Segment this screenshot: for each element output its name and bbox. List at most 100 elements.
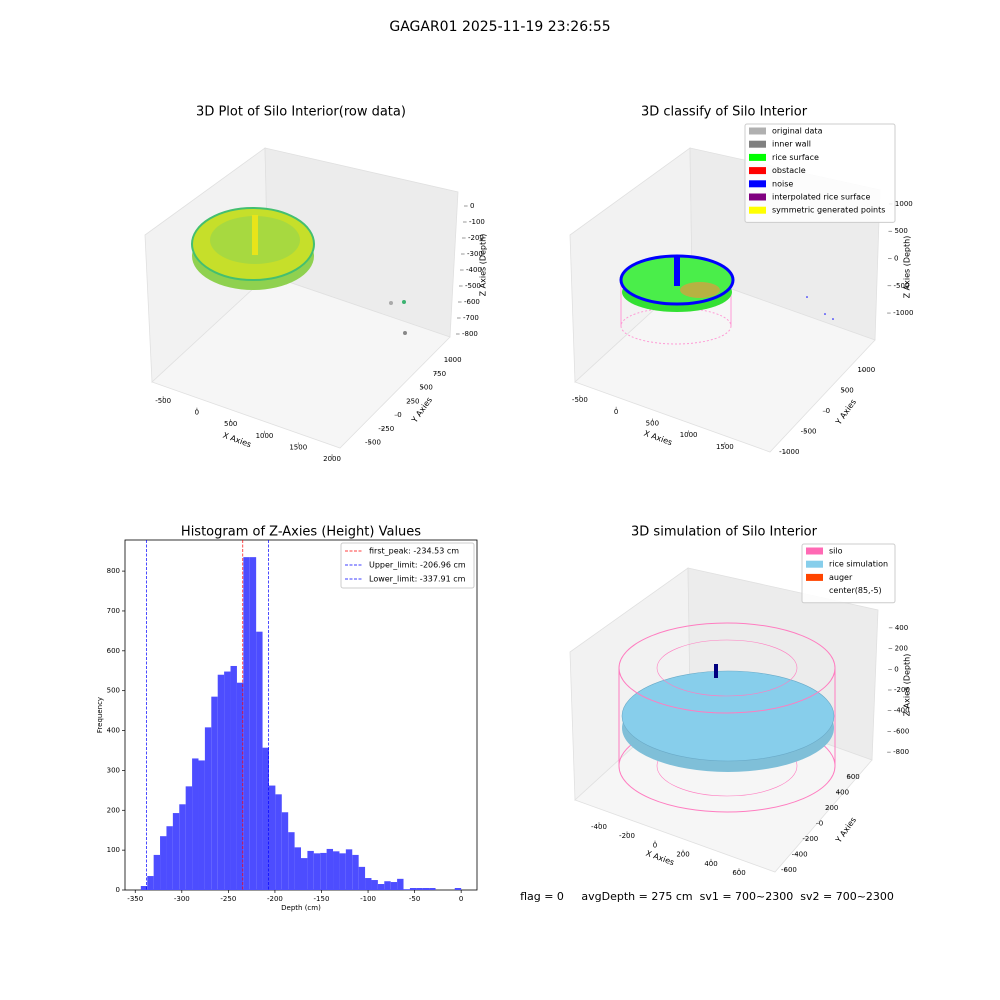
x-tick-label: -200 [619,832,635,840]
histogram-bar [352,854,359,890]
legend-swatch [806,573,823,581]
z-tick-label: -600 [893,727,909,735]
footer-text: flag = 0 avgDepth = 275 cm sv1 = 700~230… [520,890,894,903]
y-tick-label: 0 [116,886,120,894]
histogram-bar [313,853,321,890]
x-tick-label: 200 [676,851,689,859]
x-tick-label: 1000 [680,431,698,439]
legend-swatch [749,180,766,188]
y-tick-label: 700 [107,607,120,615]
legend-label: original data [772,127,823,136]
chart-title: 3D classify of Silo Interior [641,105,808,120]
legend-box [744,123,896,223]
panel-2-point-cloud [619,254,834,345]
histogram-bar [294,847,301,890]
histogram-bar [211,696,218,890]
y-tick-label: 800 [107,567,120,575]
histogram-bar [358,866,366,890]
legend-label: auger [829,573,853,582]
x-tick-label: -250 [220,895,236,903]
histogram-bar [153,854,161,890]
y-tick-label: 500 [840,387,853,395]
y-axis-label: Frequency [96,697,104,733]
histogram-bar [371,880,378,890]
histogram-bar [429,888,436,890]
histogram-bar [230,665,237,890]
x-tick-label: 500 [224,420,237,428]
chart-title: Histogram of Z-Axies (Height) Values [181,525,421,540]
histogram-bar [281,812,289,890]
legend-label: obstacle [772,166,806,175]
histogram-bar [236,682,244,890]
histogram-bar [268,785,276,890]
panel-1-point-cloud [191,207,407,335]
x-tick-label: -50 [409,895,420,903]
histogram-bar [166,826,173,890]
x-tick-label: -500 [155,397,171,405]
x-tick-label: -150 [314,895,330,903]
legend-box [340,542,475,589]
histogram-bar [275,794,282,890]
legend-label: silo [829,547,843,556]
x-tick-label: 1500 [289,443,307,451]
legend-label: first_peak: -234.53 cm [369,547,459,556]
z-tick-label: -400 [894,707,910,715]
legend-swatch [749,167,766,175]
z-tick-label: -500 [465,282,481,290]
x-tick-label: -300 [174,895,190,903]
z-tick-label: 0 [894,255,898,263]
y-tick-label: 400 [836,788,849,796]
histogram-bar [333,851,340,890]
z-tick-label: 500 [894,227,907,235]
y-tick-label: 100 [107,846,120,854]
legend-label: Lower_limit: -337.91 cm [369,575,466,584]
legend-label: symmetric generated points [772,206,885,215]
z-tick-label: 0 [470,202,474,210]
x-tick-label: -350 [127,895,143,903]
x-axis-label: Depth (cm) [281,904,321,912]
histogram-bar [345,849,353,890]
histogram-bar [320,852,327,890]
x-tick-label: 0 [653,841,657,849]
x-tick-label: 1500 [716,443,734,451]
y-tick-label: 200 [825,804,838,812]
y-tick-label: 750 [433,370,446,378]
histogram-bar [301,858,308,890]
histogram-bar [217,674,225,890]
histogram-bar [140,886,148,890]
histogram-bar [147,876,154,890]
x-tick-label: -500 [572,396,588,404]
z-tick-label: -200 [894,686,910,694]
y-tick-label: 600 [846,773,859,781]
x-tick-label: 400 [704,860,717,868]
histogram-bar [179,804,186,890]
y-tick-label: -200 [802,835,818,843]
legend-label: rice surface [772,153,819,162]
histogram-bar [198,760,205,890]
histogram-bar [204,727,212,890]
y-tick-label: 200 [107,806,120,814]
x-tick-label: 2000 [323,455,341,463]
chart-title: 3D simulation of Silo Interior [631,525,818,540]
z-tick-label: -800 [462,330,478,338]
z-tick-label: -500 [894,282,910,290]
z-tick-label: -100 [469,218,485,226]
y-tick-label: 1000 [857,366,875,374]
legend-swatch [806,560,823,568]
histogram-bar [185,786,193,890]
histogram-bar [377,884,385,890]
z-tick-label: -1000 [893,309,913,317]
y-tick-label: 0 [826,407,830,415]
x-tick-label: 0 [459,895,463,903]
z-tick-label: -400 [466,266,482,274]
legend-label: center(85,-5) [829,586,882,595]
x-tick-label: 0 [195,409,199,417]
histogram-bar [422,888,430,890]
x-tick-label: 500 [646,419,659,427]
x-tick-label: -400 [591,823,607,831]
histogram-bar [307,850,314,890]
legend-swatch [749,140,766,148]
z-tick-label: -600 [464,298,480,306]
panel-4-simulation [618,622,836,813]
y-tick-label: 400 [107,727,120,735]
